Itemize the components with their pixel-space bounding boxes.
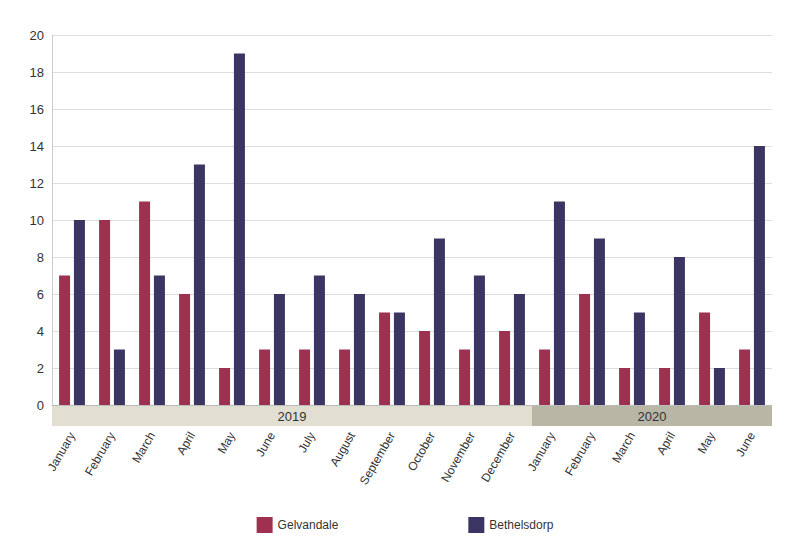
- svg-text:January: January: [525, 429, 558, 473]
- svg-text:Bethelsdorp: Bethelsdorp: [489, 518, 553, 532]
- svg-text:16: 16: [30, 102, 44, 117]
- svg-text:6: 6: [37, 287, 44, 302]
- svg-text:14: 14: [30, 139, 44, 154]
- svg-text:February: February: [82, 429, 118, 478]
- svg-text:October: October: [405, 429, 438, 473]
- svg-text:4: 4: [37, 324, 44, 339]
- svg-text:20: 20: [30, 28, 44, 43]
- svg-text:12: 12: [30, 176, 44, 191]
- svg-text:April: April: [654, 429, 678, 457]
- svg-text:March: March: [609, 429, 638, 465]
- svg-text:December: December: [478, 429, 518, 484]
- svg-text:8: 8: [37, 250, 44, 265]
- svg-text:March: March: [129, 429, 158, 465]
- svg-text:August: August: [327, 429, 358, 469]
- svg-text:2: 2: [37, 361, 44, 376]
- svg-text:2020: 2020: [638, 409, 667, 424]
- svg-text:0: 0: [37, 398, 44, 413]
- svg-text:2019: 2019: [278, 409, 307, 424]
- svg-text:May: May: [695, 429, 718, 456]
- svg-text:June: June: [253, 429, 278, 459]
- svg-text:July: July: [295, 429, 318, 454]
- svg-text:18: 18: [30, 65, 44, 80]
- svg-text:10: 10: [30, 213, 44, 228]
- svg-text:June: June: [733, 429, 758, 459]
- svg-text:May: May: [215, 429, 238, 456]
- svg-text:September: September: [357, 429, 398, 487]
- svg-text:April: April: [174, 429, 198, 457]
- svg-text:November: November: [438, 429, 478, 484]
- svg-text:Gelvandale: Gelvandale: [278, 518, 339, 532]
- svg-text:January: January: [45, 429, 78, 473]
- svg-text:February: February: [562, 429, 598, 478]
